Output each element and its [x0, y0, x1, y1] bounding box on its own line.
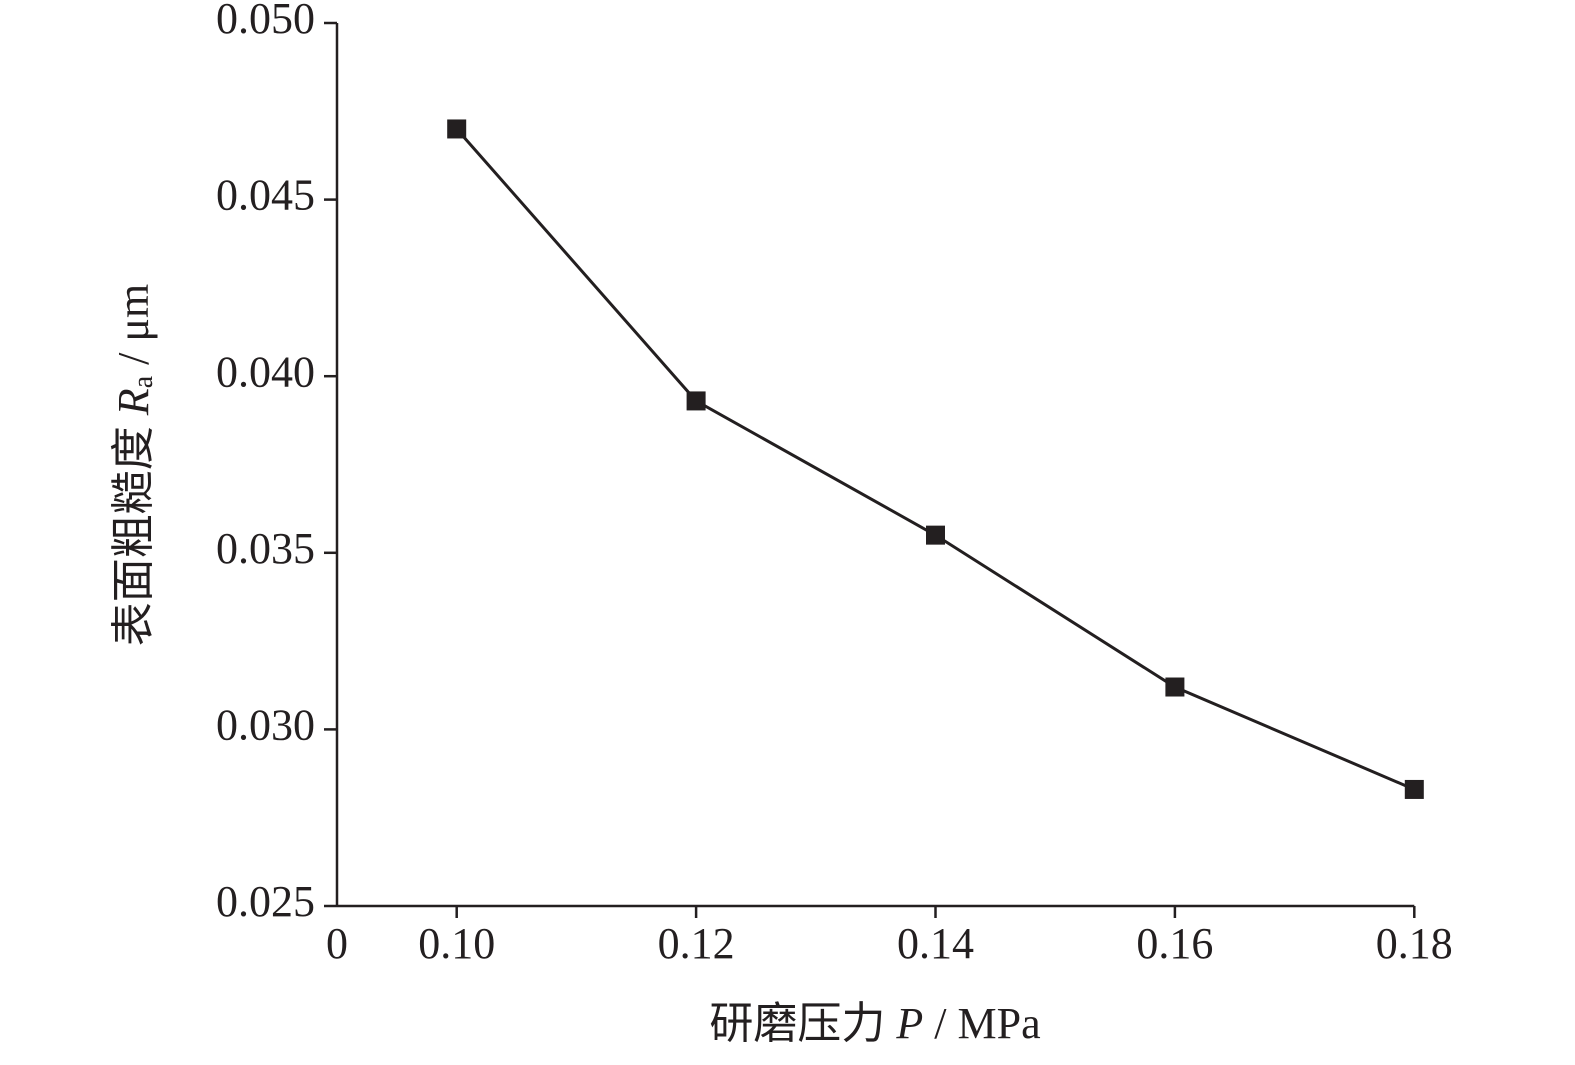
x-tick-label: 0.16: [1136, 919, 1213, 968]
x-tick-label: 0.10: [418, 919, 495, 968]
marker: [1165, 677, 1185, 697]
x-axis-title: 研磨压力 P / MPa: [709, 999, 1040, 1048]
y-title-text: 表面粗糙度: [109, 426, 158, 646]
marker: [686, 391, 706, 411]
x-tick-label: 0.12: [658, 919, 735, 968]
y-title-unit: / μm: [109, 284, 158, 376]
y-title-sub: a: [128, 375, 159, 388]
x-title-unit: / MPa: [934, 999, 1040, 1048]
y-tick-label: 0.040: [216, 347, 315, 396]
y-tick-label: 0.045: [216, 171, 315, 220]
x-title-text: 研磨压力: [709, 999, 885, 1048]
y-tick-label: 0.035: [216, 524, 315, 573]
marker: [447, 119, 467, 139]
y-tick-label: 0.050: [216, 0, 315, 43]
marker: [1404, 779, 1424, 799]
y-axis-title: 表面粗糙度 Ra / μm: [109, 284, 159, 646]
x-origin-label: 0: [326, 919, 348, 968]
x-tick-label: 0.14: [897, 919, 974, 968]
x-tick-label: 0.18: [1376, 919, 1453, 968]
series-line: [455, 127, 1415, 791]
marker: [926, 525, 945, 545]
x-title-var: P: [895, 999, 923, 1048]
y-tick-label: 0.025: [216, 877, 315, 926]
y-title-var: R: [109, 388, 158, 416]
y-tick-label: 0.030: [216, 700, 315, 749]
